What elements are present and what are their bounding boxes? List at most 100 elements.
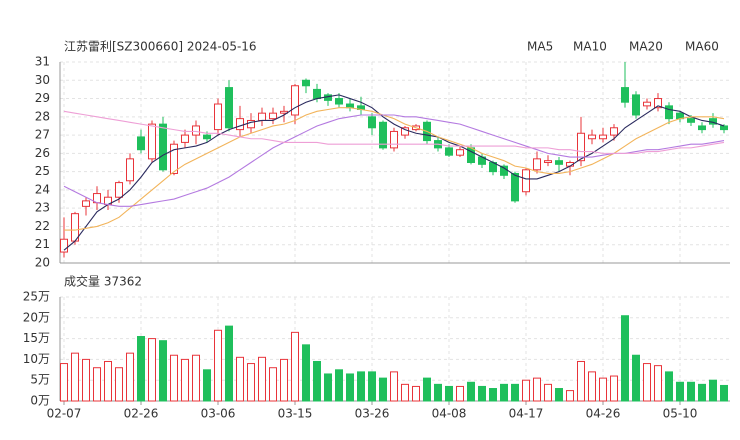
candle-body [82, 200, 90, 207]
candle-body [390, 130, 398, 149]
volume-bar [632, 354, 640, 402]
x-tick-label: 04-17 [509, 407, 544, 421]
legend-item: MA10 [573, 40, 607, 54]
candle-body [368, 116, 376, 129]
candle-body [533, 158, 541, 171]
y-tick-label: 25万 [23, 290, 50, 304]
candle-body [511, 172, 519, 202]
candle-body [214, 103, 222, 131]
candle-body [522, 169, 530, 193]
volume-bar [357, 371, 365, 402]
volume-bar [412, 385, 420, 402]
candle-body [588, 134, 596, 140]
candle-body [720, 125, 728, 131]
candle-body [665, 105, 673, 120]
candle-body [148, 123, 156, 160]
volume-bar [269, 367, 277, 402]
ma-line [63, 110, 725, 154]
candle-body [192, 125, 200, 136]
volume-bar [566, 390, 574, 402]
volume-bar [247, 363, 255, 402]
candle-body [159, 123, 167, 171]
y-tick-label: 15万 [23, 331, 50, 345]
candle-body [137, 136, 145, 151]
volume-bar [93, 367, 101, 402]
y-tick-label: 22 [35, 219, 50, 233]
candle-body [632, 94, 640, 116]
y-tick-label: 27 [35, 128, 50, 142]
volume-bar [445, 385, 453, 402]
candle-body [610, 127, 618, 136]
volume-bar [643, 363, 651, 402]
volume-bar [60, 363, 68, 402]
volume-bar [280, 358, 288, 402]
volume-bar [313, 360, 321, 402]
candle-body [621, 87, 629, 103]
volume-bar [170, 354, 178, 402]
volume-title: 成交量 37362 [64, 274, 142, 289]
volume-bar [720, 384, 728, 402]
volume-bar [665, 371, 673, 402]
volume-bar [621, 315, 629, 402]
x-tick-label: 02-26 [124, 407, 159, 421]
volume-bar [214, 329, 222, 402]
candle-body [225, 87, 233, 129]
x-tick-label: 03-15 [278, 407, 313, 421]
candle-body [577, 132, 585, 162]
x-tick-label: 03-06 [201, 407, 236, 421]
candle-body [643, 101, 651, 107]
volume-bar [379, 377, 387, 402]
candle-body [555, 160, 563, 165]
volume-bar [137, 336, 145, 402]
candle-body [291, 85, 299, 116]
candle-body [181, 134, 189, 143]
legend-item: MA60 [685, 40, 719, 54]
candle-body [126, 158, 134, 182]
volume-bar [401, 383, 409, 402]
volume-bar [181, 358, 189, 402]
chart-title: 江苏雷利[SZ300660] 2024-05-16 [64, 40, 257, 54]
candle-body [60, 238, 68, 253]
volume-bar [368, 371, 376, 402]
volume-bar [291, 331, 299, 402]
candle-body [544, 160, 552, 164]
y-tick-label: 21 [35, 237, 50, 251]
volume-bar [698, 383, 706, 402]
legend-item: MA20 [629, 40, 663, 54]
candle-body [313, 88, 321, 100]
volume-bar [258, 356, 266, 402]
volume-bar [544, 383, 552, 402]
volume-bar [511, 383, 519, 402]
candle-body [687, 118, 695, 123]
volume-bar [709, 379, 717, 402]
candle-body [258, 112, 266, 121]
volume-bar [533, 377, 541, 402]
y-tick-label: 28 [35, 109, 50, 123]
candle-body [170, 143, 178, 174]
candle-body [247, 119, 255, 129]
y-tick-label: 24 [35, 182, 50, 196]
volume-bar [115, 367, 123, 402]
candle-body [302, 79, 310, 87]
volume-bar [654, 365, 662, 402]
candle-body [401, 127, 409, 136]
volume-bar [467, 381, 475, 402]
y-tick-label: 20万 [23, 310, 50, 324]
y-tick-label: 20 [35, 256, 50, 270]
volume-bar [456, 385, 464, 402]
x-tick-label: 05-10 [663, 407, 698, 421]
volume-bar [104, 360, 112, 402]
volume-bar [489, 388, 497, 402]
y-tick-label: 31 [35, 55, 50, 69]
volume-bar [390, 371, 398, 402]
candle-body [698, 125, 706, 131]
candle-body [654, 98, 662, 109]
volume-bar [522, 379, 530, 402]
y-tick-label: 25 [35, 164, 50, 178]
y-tick-label: 29 [35, 91, 50, 105]
y-tick-label: 10万 [23, 352, 50, 366]
y-tick-label: 23 [35, 201, 50, 215]
legend-item: MA5 [527, 40, 553, 54]
volume-bar [148, 338, 156, 402]
volume-bar [577, 360, 585, 402]
